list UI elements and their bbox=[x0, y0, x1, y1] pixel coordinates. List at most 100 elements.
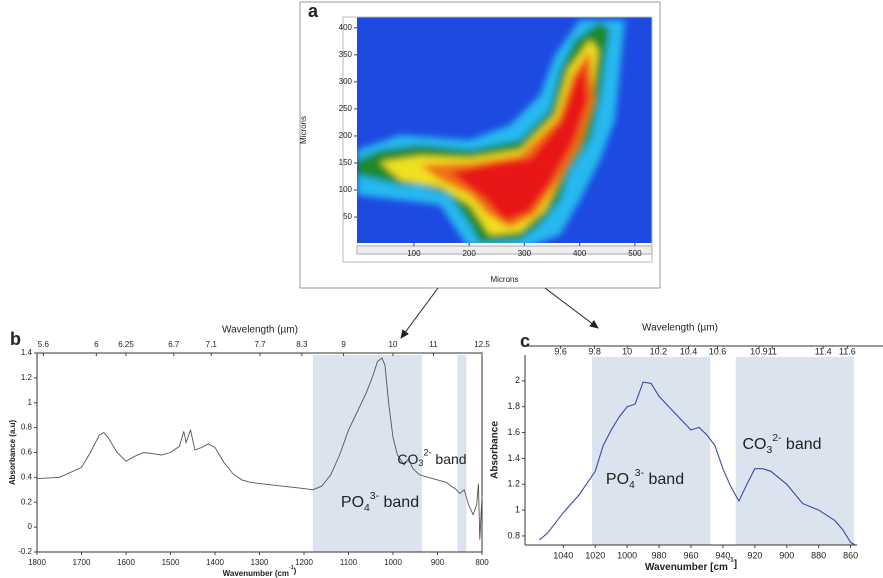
x2-axis-label: Wavelength (µm) bbox=[222, 325, 298, 336]
band-label-part: 2- bbox=[423, 448, 431, 458]
band bbox=[457, 355, 467, 552]
y-tick-label: 0.6 bbox=[21, 448, 33, 457]
band-label-part: PO bbox=[606, 471, 629, 488]
x-axis-label: Wavenumber (cm-1) bbox=[223, 565, 297, 578]
x2-tick-label: 10.4 bbox=[680, 346, 698, 356]
band bbox=[735, 357, 854, 545]
x2-tick-label: 11.6 bbox=[839, 346, 856, 356]
scroll-bar bbox=[356, 245, 653, 255]
panel-frame bbox=[299, 1, 661, 289]
x-tick-label: 1400 bbox=[206, 558, 224, 567]
y-tick-label: 1 bbox=[28, 398, 33, 407]
x2-tick-label: 9 bbox=[341, 340, 346, 349]
x2-tick-label: 6.7 bbox=[168, 340, 180, 349]
x-tick-label: 400 bbox=[573, 249, 587, 258]
x-tick-label: 1700 bbox=[73, 558, 91, 567]
x2-tick-label: 7.1 bbox=[206, 340, 218, 349]
y-tick-label: -0.2 bbox=[18, 547, 32, 556]
band-label-part: 4 bbox=[629, 480, 635, 491]
arrow bbox=[544, 287, 599, 329]
x2-tick-label: 10 bbox=[622, 346, 632, 356]
x-axis-label-part: Wavenumber (cm bbox=[223, 569, 289, 578]
x-tick-label: 1020 bbox=[585, 550, 605, 560]
x-tick-label: 900 bbox=[431, 558, 445, 567]
x-tick-label: 200 bbox=[462, 249, 476, 258]
band-label-part: band bbox=[644, 471, 684, 488]
x-axis-label-part: ) bbox=[294, 567, 297, 576]
y-tick-label: 0.8 bbox=[21, 423, 33, 432]
spectrum-line bbox=[36, 357, 483, 540]
x-axis-label: Wavenumber [cm-1] bbox=[645, 556, 737, 572]
band-label-part: 2- bbox=[772, 433, 781, 444]
y-tick-label: 1.4 bbox=[507, 453, 520, 463]
plot-frame bbox=[342, 16, 653, 263]
y-tick-label: 300 bbox=[339, 77, 353, 86]
x-axis-label-part: -1 bbox=[728, 556, 734, 563]
panel-label: a bbox=[308, 1, 319, 21]
x-tick-label: 300 bbox=[518, 249, 532, 258]
panel-label: c bbox=[520, 331, 530, 351]
x-tick-label: 980 bbox=[652, 550, 667, 560]
band-label-part: CO bbox=[397, 451, 418, 467]
x2-tick-label: 7.7 bbox=[255, 340, 267, 349]
y-tick-label: 100 bbox=[339, 185, 353, 194]
x-axis-label-part: Wavenumber [cm bbox=[645, 562, 728, 573]
x-tick-label: 960 bbox=[683, 550, 698, 560]
y-tick-label: 400 bbox=[339, 23, 353, 32]
x-tick-label: 1600 bbox=[117, 558, 135, 567]
y-tick-label: 1.4 bbox=[21, 348, 33, 357]
heatmap-image bbox=[357, 17, 652, 243]
x-axis-label-part: -1 bbox=[289, 565, 294, 571]
y-tick-label: 1.2 bbox=[21, 373, 33, 382]
band-label-part: 4 bbox=[364, 503, 370, 514]
band-label: PO43- band bbox=[606, 468, 684, 491]
x2-tick-label: 6.25 bbox=[118, 340, 134, 349]
band-label-part: PO bbox=[341, 494, 364, 511]
band-label-part: 3- bbox=[370, 491, 379, 502]
x-tick-label: 880 bbox=[811, 550, 826, 560]
x2-axis-label: Wavelength (µm) bbox=[642, 323, 718, 334]
x2-tick-label: 10.6 bbox=[709, 346, 727, 356]
x-tick-label: 1500 bbox=[162, 558, 180, 567]
x-tick-label: 1040 bbox=[553, 550, 573, 560]
x-tick-label: 1000 bbox=[617, 550, 637, 560]
x2-tick-label: 9.6 bbox=[554, 346, 567, 356]
band-label-part: CO bbox=[742, 436, 766, 453]
x-tick-label: 500 bbox=[628, 249, 642, 258]
band-label: CO32- band bbox=[397, 448, 466, 469]
band-label-part: 3- bbox=[635, 468, 644, 479]
y-tick-label: 1.2 bbox=[507, 479, 520, 489]
x2-tick-label: 12.5 bbox=[474, 340, 490, 349]
band-label-part: band bbox=[379, 494, 419, 511]
panel-label: b bbox=[10, 329, 21, 349]
y-tick-label: 1.6 bbox=[507, 427, 520, 437]
x-tick-label: 1800 bbox=[28, 558, 46, 567]
x2-tick-label: 10.2 bbox=[650, 346, 668, 356]
x-tick-label: 920 bbox=[747, 550, 762, 560]
x2-tick-label: 11 bbox=[429, 340, 438, 349]
y-tick-label: 250 bbox=[339, 104, 353, 113]
x-tick-label: 1200 bbox=[295, 558, 313, 567]
x-tick-label: 940 bbox=[715, 550, 730, 560]
y-tick-label: 1.8 bbox=[507, 401, 520, 411]
x2-tick-label: 9.8 bbox=[588, 346, 601, 356]
x2-tick-label: 10.9 bbox=[750, 346, 768, 356]
band-label: CO32- band bbox=[742, 433, 821, 456]
y-tick-label: 200 bbox=[339, 131, 353, 140]
arrow bbox=[400, 287, 439, 339]
band-label-part: 3 bbox=[766, 445, 772, 456]
y-tick-label: 50 bbox=[343, 212, 352, 221]
spectrum-line bbox=[539, 381, 856, 546]
y-tick-label: 0.4 bbox=[21, 472, 33, 481]
x-tick-label: 900 bbox=[779, 550, 794, 560]
y-tick-label: 2 bbox=[515, 375, 520, 385]
x-tick-label: 100 bbox=[407, 249, 421, 258]
band-label-part: band bbox=[781, 436, 821, 453]
x-tick-label: 1300 bbox=[251, 558, 269, 567]
band bbox=[592, 357, 711, 545]
band bbox=[312, 355, 422, 552]
x-tick-label: 860 bbox=[843, 550, 858, 560]
x2-tick-label: 11.4 bbox=[815, 346, 832, 356]
y-tick-label: 0 bbox=[28, 522, 33, 531]
